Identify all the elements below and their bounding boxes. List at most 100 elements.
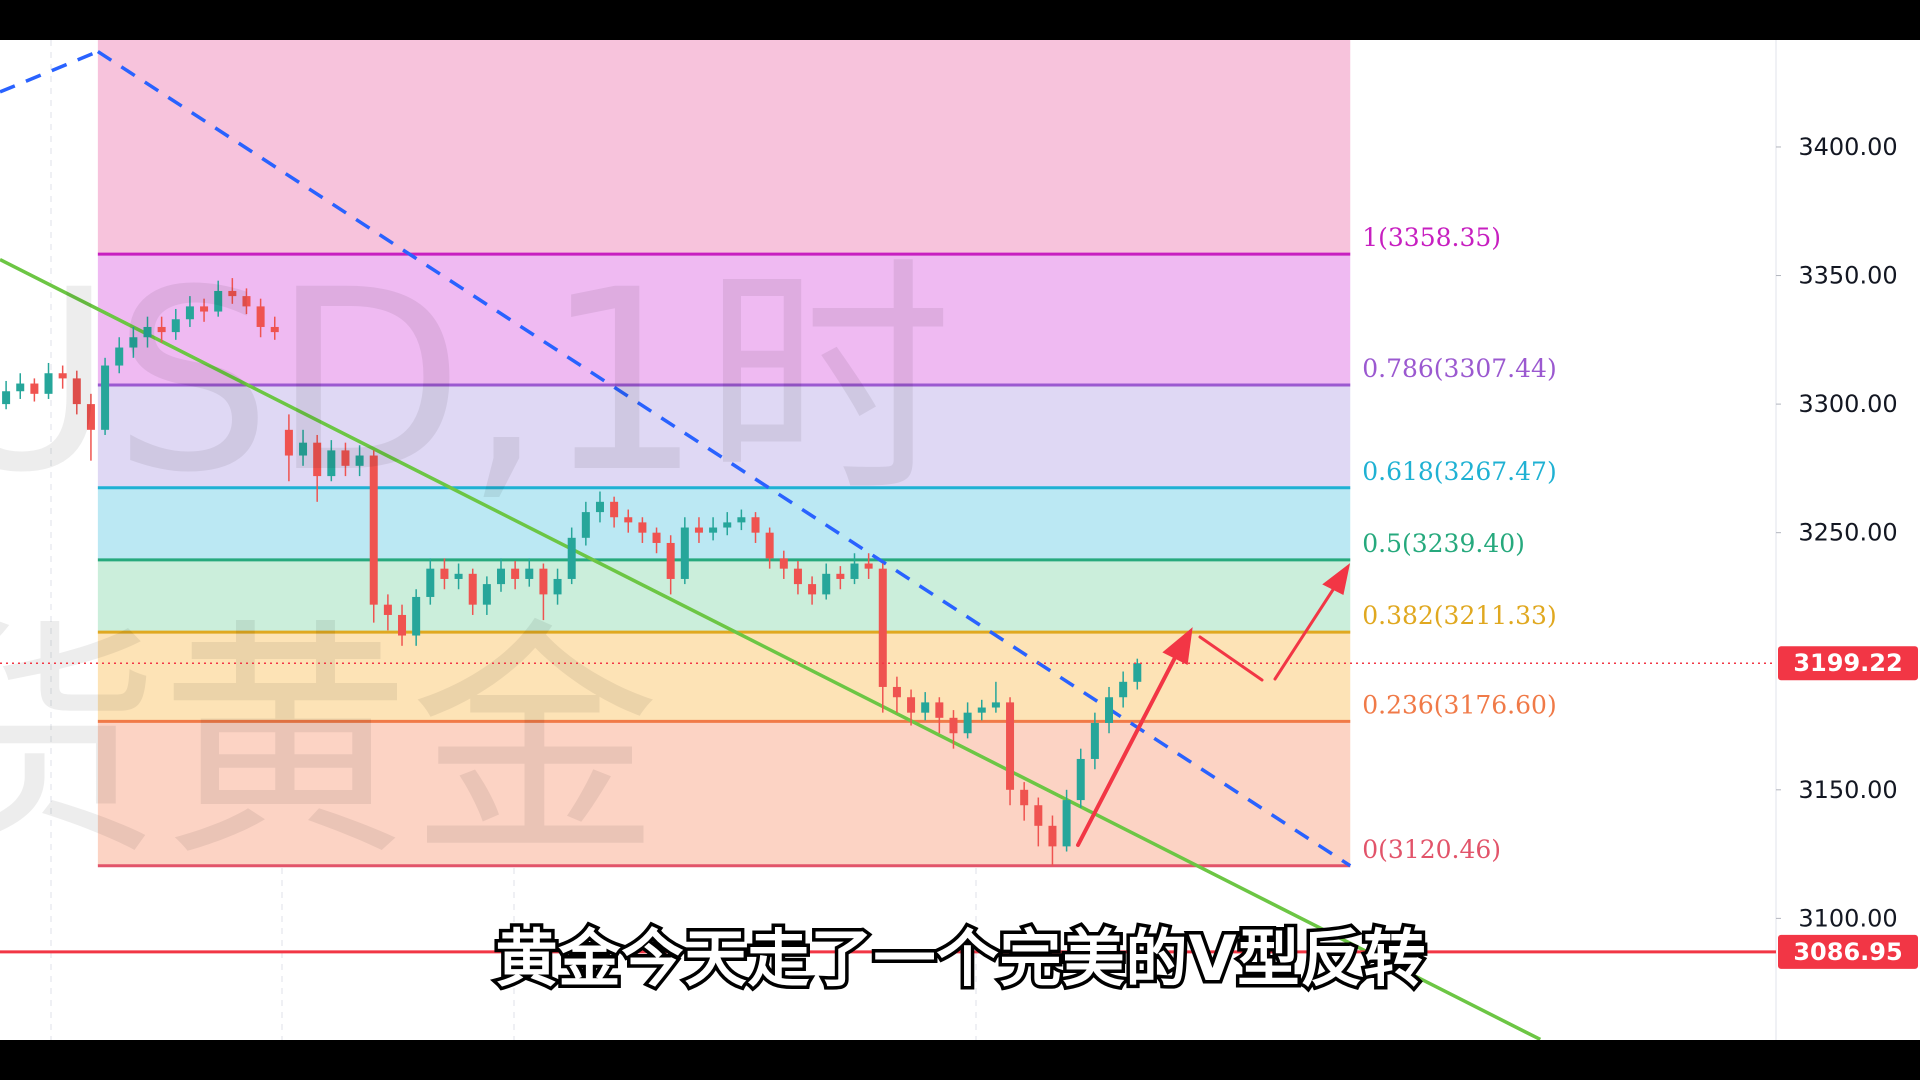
candle-body: [666, 542, 675, 579]
candle-body: [101, 365, 110, 430]
candle-body: [864, 563, 873, 569]
candle-body: [58, 373, 67, 379]
candle-body: [737, 517, 746, 523]
candle-body: [171, 319, 180, 333]
candle-body: [652, 532, 661, 543]
candle-body: [539, 568, 548, 595]
candle-body: [256, 306, 265, 327]
candle-body: [511, 568, 520, 579]
candle-body: [709, 527, 718, 533]
caption: 黄金今天走了一个完美的V型反转: [496, 922, 1427, 995]
candle-body: [1133, 663, 1142, 682]
candle-body: [892, 686, 901, 698]
candle-body: [680, 527, 689, 579]
arrow-head: [1322, 563, 1351, 595]
candle-body: [751, 517, 760, 533]
fib-label: 0.382(3211.33): [1362, 601, 1556, 630]
candle-body: [426, 568, 435, 597]
candle-body: [723, 522, 732, 528]
watermark: 货黄金: [0, 598, 660, 889]
candle-body: [157, 326, 166, 333]
candle-body: [779, 558, 788, 569]
y-tick-label: 3300.00: [1798, 390, 1897, 418]
price-label: 3086.95: [1793, 938, 1902, 966]
candle-body: [497, 568, 505, 585]
fib-label: 0.236(3176.60): [1362, 690, 1556, 719]
candle-body: [369, 455, 378, 605]
candle-body: [1105, 697, 1114, 723]
fib-zone: [97, 384, 1351, 488]
overlay: 3086.95 3199.22: [0, 646, 1918, 969]
candle-body: [935, 702, 944, 718]
arrow: [1198, 635, 1264, 682]
candle-body: [595, 501, 604, 513]
candle-body: [836, 573, 845, 579]
candle-body: [313, 442, 322, 477]
price-label-box: [1778, 646, 1918, 681]
price-axis-labels: 3100.00 3150.00 3250.00 3300.00 3350.00 3400.…: [1776, 133, 1898, 932]
candle-body: [921, 702, 930, 713]
candle-body: [242, 296, 251, 307]
candle-body: [1076, 758, 1085, 801]
candle-body: [1034, 805, 1043, 826]
price-label-box: [1778, 934, 1918, 969]
candle-body: [1119, 681, 1128, 698]
fib-zone: [97, 559, 1351, 633]
trend-line: [0, 258, 1542, 1042]
fib-zones: [97, 40, 1351, 866]
candle-body: [454, 573, 463, 579]
y-tick-label: 3400.00: [1798, 133, 1897, 161]
candle-body: [581, 512, 590, 538]
candle-body: [963, 712, 972, 734]
candle-body: [765, 532, 774, 559]
fib-zone: [97, 721, 1351, 866]
candle-body: [44, 373, 53, 394]
candle-body: [86, 404, 95, 430]
candle-body: [1062, 800, 1071, 847]
arrow-head: [1162, 627, 1193, 666]
candle-body: [341, 450, 350, 466]
candle-body: [1006, 702, 1015, 790]
fib-zone: [97, 40, 1351, 255]
candle-body: [850, 563, 859, 579]
y-tick-label: 3350.00: [1798, 262, 1897, 290]
fib-label: 0.618(3267.47): [1362, 457, 1556, 486]
trend-line: [0, 49, 99, 94]
candle-body: [878, 568, 887, 687]
candle-body: [355, 455, 364, 466]
candle-body: [72, 378, 81, 405]
candle-body: [822, 573, 831, 595]
y-tick-label: 3150.00: [1798, 776, 1897, 804]
y-tick-label: 3100.00: [1798, 904, 1897, 932]
candle-body: [115, 347, 124, 366]
candle-body: [299, 442, 308, 456]
candle-body: [610, 501, 619, 518]
marks: 1(3358.35) 0.786(3307.44) 0.618(3267.47) 0.…: [0, 49, 1557, 1042]
y-tick-label: 3250.00: [1798, 519, 1897, 547]
candle-body: [30, 383, 39, 394]
candle-body: [808, 584, 817, 595]
candle-body: [398, 614, 407, 636]
candle-body: [793, 568, 802, 585]
candle-body: [991, 702, 1000, 708]
candle-body: [977, 707, 986, 713]
candle-body: [270, 326, 279, 333]
watermark: USD,1时: [0, 236, 953, 527]
candle-body: [482, 584, 491, 605]
candle-body: [327, 450, 336, 477]
top-bar: [0, 0, 1920, 40]
candle-body: [185, 306, 194, 320]
candle-body: [440, 568, 449, 579]
candle-body: [129, 337, 138, 348]
candle-body: [907, 697, 916, 713]
candle-body: [383, 604, 392, 615]
candle-body: [1020, 789, 1029, 806]
candle-body: [694, 527, 703, 533]
fib-label: 0(3120.46): [1362, 835, 1501, 864]
candle-body: [16, 383, 25, 392]
fib-label: 0.5(3239.40): [1362, 529, 1525, 558]
price-axis: [1776, 40, 1920, 1040]
candle-body: [638, 522, 647, 533]
arrow: [1076, 646, 1182, 847]
